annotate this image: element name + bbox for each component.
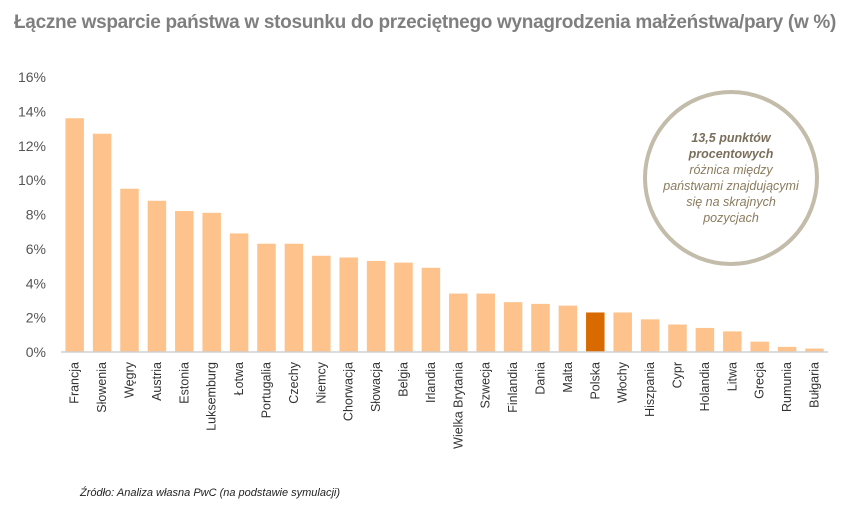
x-tick-label: Belgia: [397, 362, 411, 397]
bar-6: [229, 233, 249, 352]
bar-15: [476, 293, 495, 352]
x-tick-label: Portugalia: [260, 362, 274, 418]
x-tick-label: Szwecja: [479, 362, 493, 409]
bar-8: [284, 243, 304, 352]
x-tick-label: Estonia: [177, 362, 191, 404]
bar-18: [558, 305, 578, 352]
bar-14: [449, 293, 468, 352]
bar-12: [394, 262, 413, 352]
x-tick-label: Grecja: [753, 362, 767, 399]
y-tick-label: 10%: [18, 172, 46, 188]
bar-0: [65, 118, 84, 352]
x-tick-label: Polska: [588, 362, 602, 400]
x-tick-label: Luksemburg: [205, 362, 219, 431]
bar-21: [640, 319, 660, 352]
x-tick-label: Hiszpania: [643, 362, 657, 417]
bar-3: [147, 200, 167, 352]
bar-10: [339, 257, 358, 352]
x-tick-label: Bułgaria: [808, 362, 822, 408]
annotation-bold-1: 13,5 punktów: [691, 131, 771, 145]
y-tick-label: 12%: [18, 138, 46, 154]
x-tick-label: Irlandia: [424, 362, 438, 403]
x-tick-label: Malta: [561, 362, 575, 393]
bar-2: [120, 188, 139, 352]
x-tick-label: Dania: [534, 362, 548, 395]
x-tick-label: Niemcy: [314, 361, 328, 403]
bar-24: [723, 331, 742, 352]
x-tick-label: Włochy: [616, 361, 630, 403]
bar-22: [668, 324, 687, 352]
bar-23: [695, 327, 715, 352]
x-tick-label: Finlandia: [506, 362, 520, 413]
x-tick-label: Słowacja: [369, 362, 383, 412]
y-tick-label: 2%: [26, 310, 46, 326]
bar-4: [175, 211, 194, 352]
y-tick-label: 8%: [26, 207, 46, 223]
x-tick-label: Chorwacja: [342, 362, 356, 421]
annotation-line-4: pozycjach: [703, 211, 759, 225]
annotation-bubble: 13,5 punktów procentowych różnica między…: [643, 90, 819, 266]
y-tick-label: 16%: [18, 69, 46, 85]
chart-title: Łączne wsparcie państwa w stosunku do pr…: [14, 12, 837, 33]
x-tick-label: Cypr: [671, 362, 685, 388]
bar-1: [92, 133, 112, 352]
x-tick-label: Rumunia: [780, 362, 794, 412]
bar-5: [202, 212, 221, 352]
x-tick-label: Holandia: [698, 362, 712, 411]
x-tick-label: Łotwa: [232, 362, 246, 395]
bar-19: [586, 312, 605, 352]
y-tick-label: 14%: [18, 103, 46, 119]
y-tick-label: 0%: [26, 344, 46, 360]
annotation-bold-2: procentowych: [688, 147, 774, 161]
bar-25: [750, 341, 769, 352]
x-tick-label: Litwa: [725, 362, 739, 391]
bar-17: [531, 303, 550, 352]
annotation-line-3: się na skrajnych: [686, 195, 776, 209]
x-tick-label: Francja: [68, 362, 82, 404]
bar-26: [777, 346, 797, 352]
bar-13: [421, 267, 441, 352]
bar-16: [503, 302, 523, 352]
bar-20: [613, 312, 632, 352]
annotation-line-1: różnica między: [689, 163, 773, 177]
bar-9: [312, 255, 331, 352]
bar-11: [366, 260, 386, 352]
source-note: Źródło: Analiza własna PwC (na podstawie…: [80, 487, 341, 499]
annotation-line-2: państwami znajdującymi: [663, 179, 799, 193]
bar-27: [805, 348, 824, 352]
y-tick-label: 6%: [26, 241, 46, 257]
x-tick-label: Słowenia: [95, 362, 109, 413]
y-tick-label: 4%: [26, 275, 46, 291]
x-tick-label: Wielka Brytania: [451, 362, 465, 449]
x-tick-label: Czechy: [287, 361, 301, 403]
bar-7: [257, 243, 276, 352]
x-tick-label: Węgry: [123, 361, 137, 398]
x-tick-label: Austria: [150, 362, 164, 401]
